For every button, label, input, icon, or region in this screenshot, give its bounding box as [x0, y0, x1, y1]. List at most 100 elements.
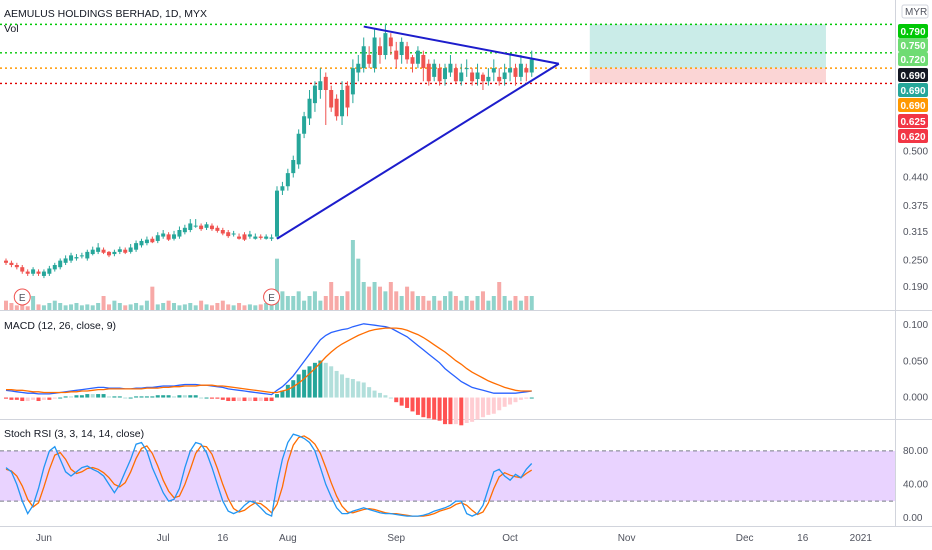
candle[interactable] [302, 111, 307, 139]
candle[interactable] [9, 260, 14, 268]
candle[interactable] [166, 232, 171, 241]
candle[interactable] [318, 68, 323, 99]
candle[interactable] [199, 223, 204, 231]
candle[interactable] [226, 230, 231, 238]
candle[interactable] [312, 81, 317, 112]
candle[interactable] [443, 63, 448, 86]
candle[interactable] [209, 223, 214, 231]
candle[interactable] [79, 252, 84, 259]
candle[interactable] [96, 243, 101, 255]
candle[interactable] [134, 240, 139, 252]
candle[interactable] [144, 236, 149, 246]
candle[interactable] [410, 55, 415, 73]
candle[interactable] [85, 249, 90, 261]
candle[interactable] [421, 50, 426, 82]
candle[interactable] [388, 33, 393, 55]
candle[interactable] [52, 262, 57, 272]
trendline[interactable] [276, 62, 560, 240]
candle[interactable] [361, 37, 366, 73]
candle[interactable] [475, 63, 480, 86]
candle[interactable] [480, 72, 485, 91]
candle[interactable] [350, 59, 355, 104]
candle[interactable] [58, 258, 63, 270]
candle[interactable] [415, 46, 420, 69]
candle[interactable] [529, 50, 534, 77]
candle[interactable] [14, 262, 19, 270]
candle[interactable] [291, 155, 296, 178]
candle[interactable] [432, 59, 437, 82]
candle[interactable] [74, 254, 79, 261]
candle[interactable] [307, 90, 312, 125]
candle[interactable] [20, 265, 25, 274]
candle[interactable] [497, 68, 502, 86]
candle[interactable] [459, 63, 464, 86]
candle[interactable] [155, 232, 160, 244]
candle[interactable] [25, 269, 30, 276]
candle[interactable] [502, 63, 507, 86]
candle[interactable] [161, 230, 166, 239]
earnings-marker[interactable] [263, 288, 281, 306]
candle[interactable] [448, 55, 453, 77]
candle[interactable] [491, 59, 496, 82]
candle[interactable] [285, 168, 290, 191]
candle[interactable] [356, 55, 361, 82]
candle[interactable] [372, 28, 377, 73]
candle[interactable] [47, 265, 52, 276]
candle[interactable] [426, 59, 431, 86]
candle[interactable] [367, 46, 372, 69]
candle[interactable] [399, 37, 404, 64]
candle[interactable] [242, 232, 247, 241]
candle[interactable] [41, 269, 46, 279]
candle[interactable] [31, 267, 36, 276]
trendline[interactable] [363, 25, 560, 65]
candle[interactable] [405, 41, 410, 64]
candle[interactable] [4, 258, 8, 265]
candle[interactable] [182, 224, 187, 235]
candle[interactable] [106, 251, 111, 258]
candle[interactable] [231, 230, 236, 237]
candle[interactable] [280, 181, 285, 195]
candle[interactable] [470, 68, 475, 86]
candle[interactable] [269, 234, 274, 241]
candle[interactable] [117, 246, 122, 255]
candle[interactable] [150, 236, 155, 244]
candle[interactable] [112, 249, 117, 257]
candle[interactable] [453, 63, 458, 84]
candle[interactable] [264, 234, 269, 240]
candle[interactable] [486, 68, 491, 86]
candle[interactable] [296, 129, 301, 169]
candle[interactable] [36, 269, 41, 276]
candle[interactable] [377, 37, 382, 64]
candle[interactable] [275, 186, 279, 239]
candle[interactable] [340, 81, 345, 125]
candle[interactable] [193, 219, 198, 228]
candle[interactable] [101, 247, 106, 255]
candle[interactable] [139, 238, 144, 248]
candle[interactable] [524, 63, 529, 82]
candle[interactable] [513, 63, 518, 86]
candle[interactable] [63, 255, 68, 265]
candle[interactable] [518, 55, 523, 82]
candle[interactable] [258, 234, 263, 240]
candle[interactable] [204, 222, 209, 230]
candle[interactable] [253, 233, 258, 240]
earnings-marker[interactable] [13, 288, 31, 306]
candle[interactable] [437, 63, 442, 86]
candle[interactable] [128, 244, 133, 254]
candle[interactable] [323, 72, 328, 126]
candle[interactable] [508, 55, 513, 82]
candle[interactable] [69, 252, 74, 263]
candle[interactable] [215, 225, 220, 233]
candle[interactable] [334, 94, 339, 121]
candle[interactable] [220, 227, 225, 236]
candle[interactable] [172, 230, 177, 241]
candle[interactable] [247, 230, 252, 239]
profit-zone[interactable] [589, 24, 826, 69]
candle[interactable] [237, 233, 242, 240]
candle[interactable] [90, 246, 95, 256]
loss-zone[interactable] [589, 68, 826, 84]
candle[interactable] [188, 219, 193, 233]
candle[interactable] [394, 41, 399, 69]
candle[interactable] [345, 81, 350, 117]
